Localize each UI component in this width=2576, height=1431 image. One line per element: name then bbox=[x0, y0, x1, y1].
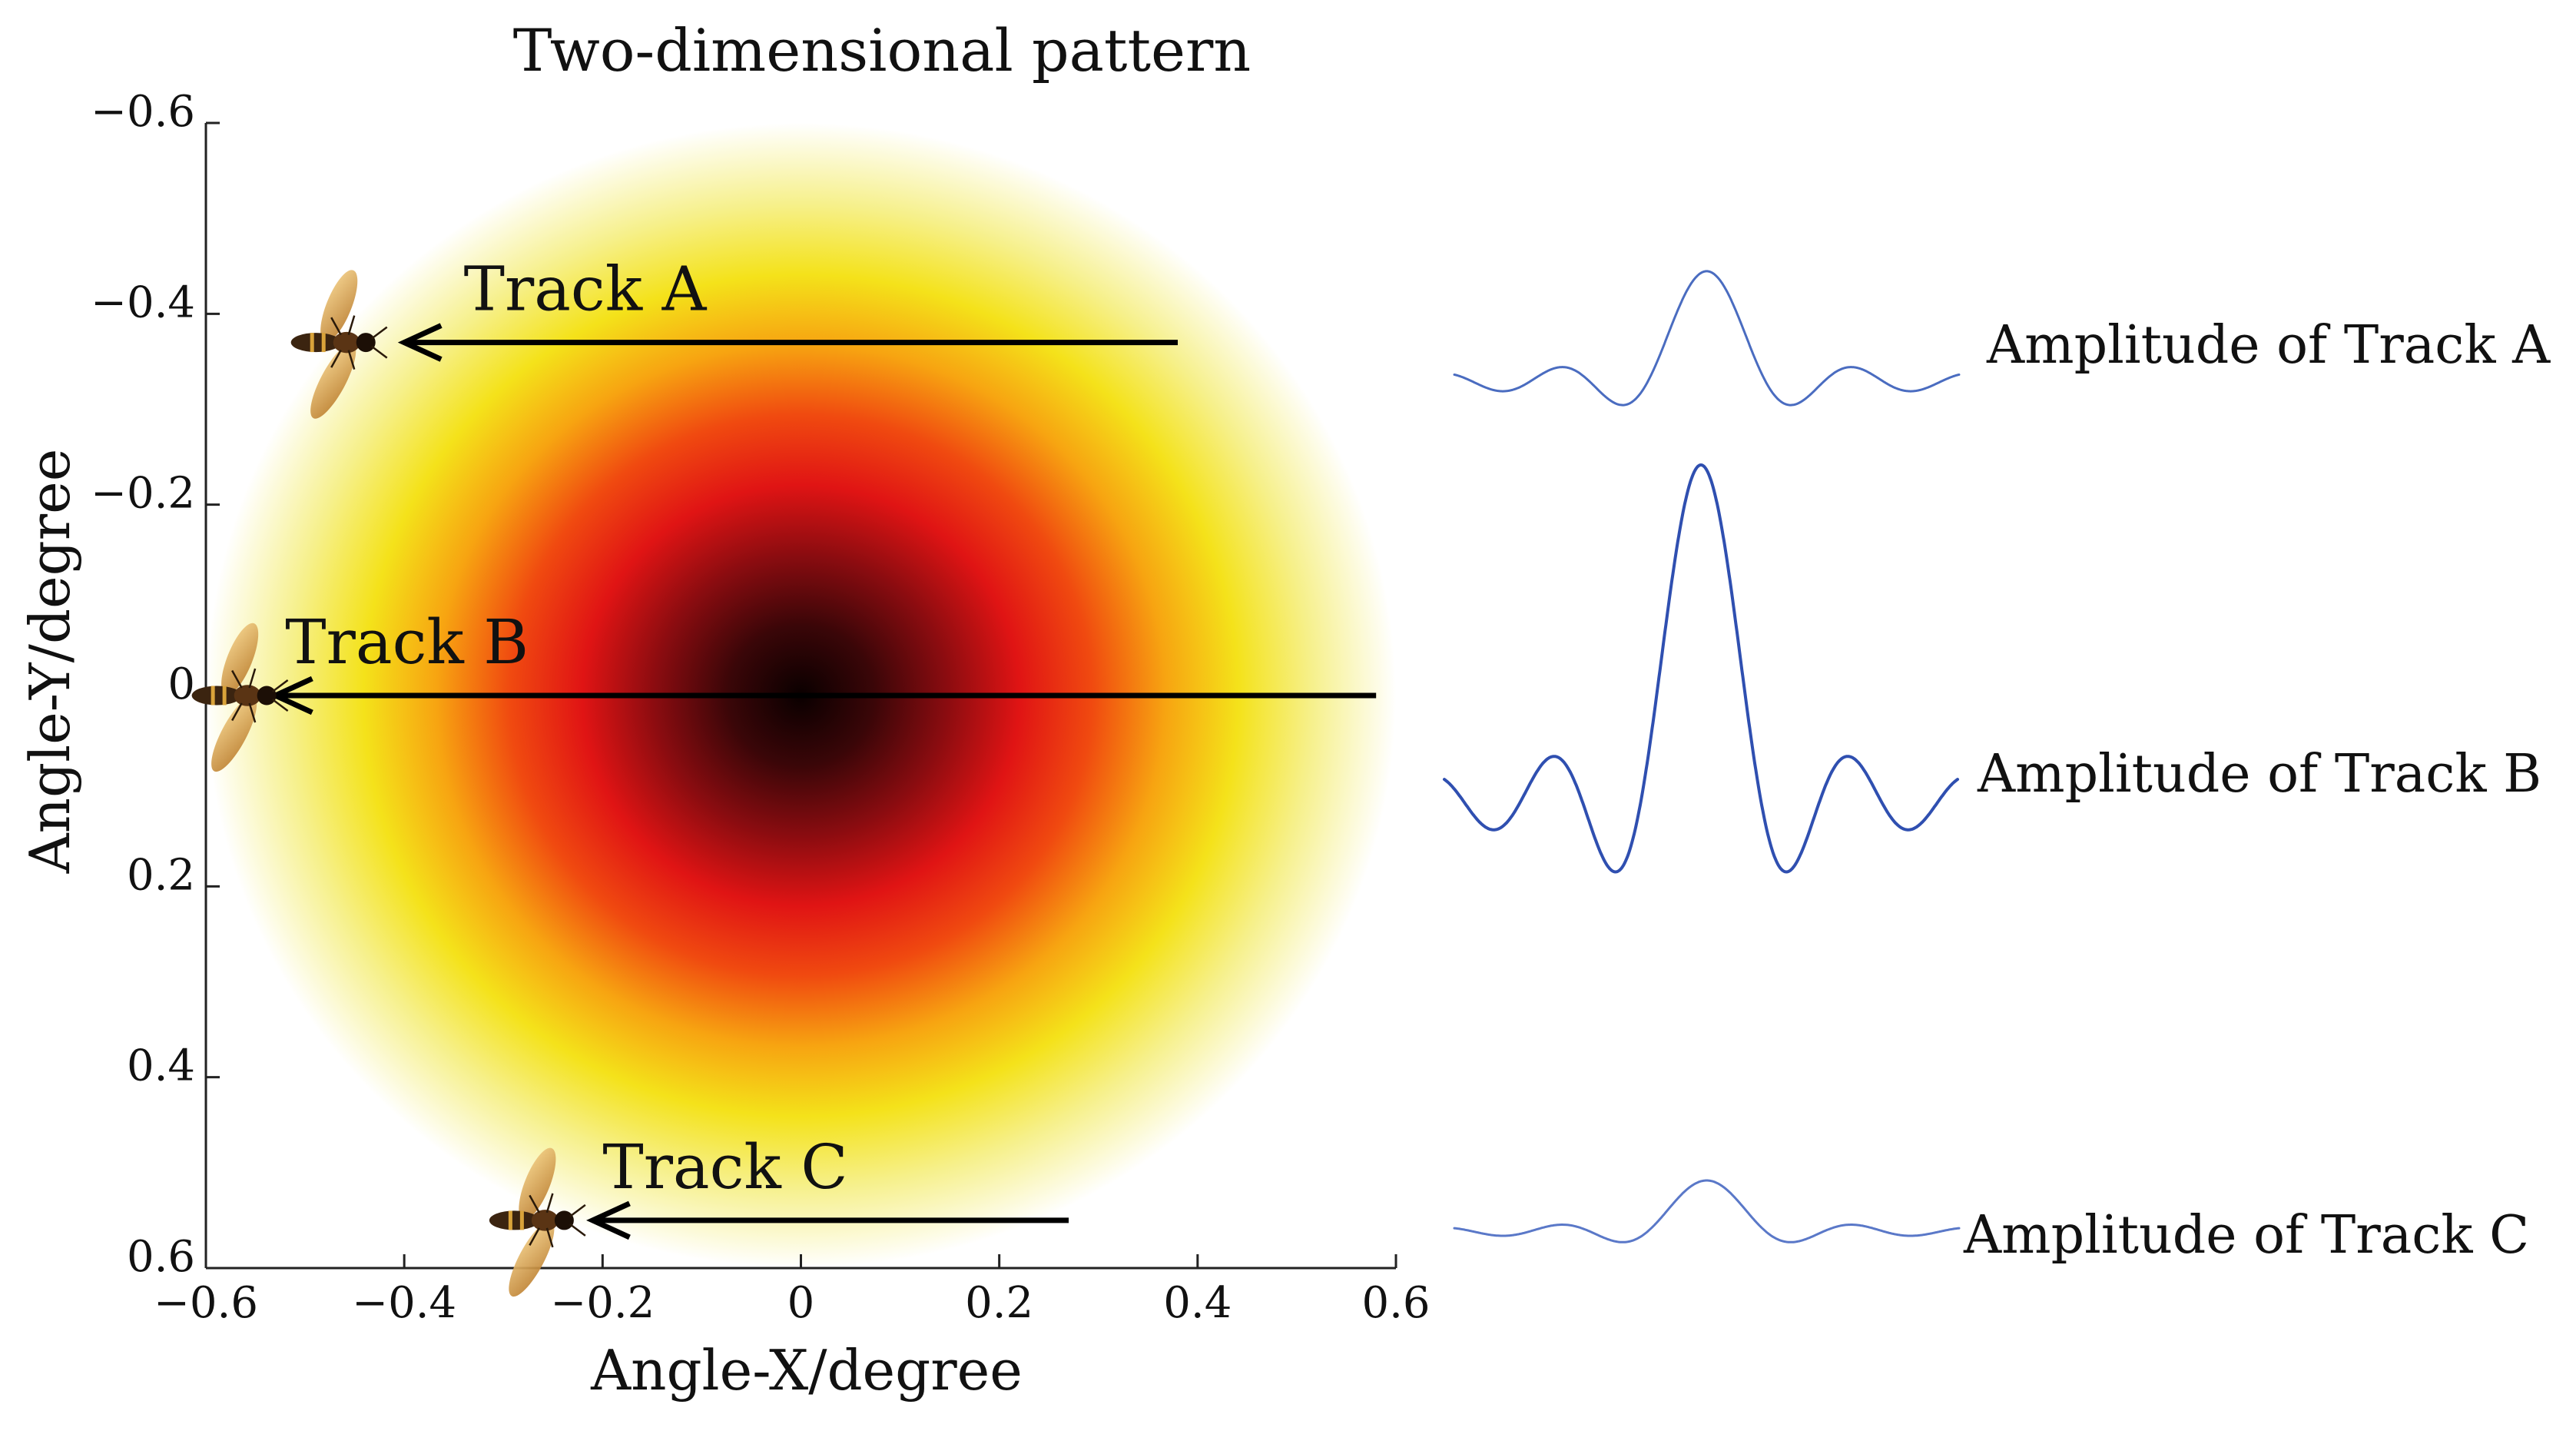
amplitude-label-track-a: Amplitude of Track A bbox=[1986, 315, 2551, 376]
y-tick-label: −0.4 bbox=[91, 277, 195, 327]
amplitude-curve-b bbox=[1443, 463, 1959, 874]
x-tick-label: 0 bbox=[787, 1278, 815, 1328]
amplitude-label-track-b: Amplitude of Track B bbox=[1977, 744, 2541, 805]
x-tick-label: 0.2 bbox=[965, 1278, 1033, 1328]
tracks: Track A Track B Track C bbox=[268, 254, 1377, 1240]
track-label: Track A bbox=[464, 254, 708, 325]
amplitude-label-track-c: Amplitude of Track C bbox=[1963, 1205, 2529, 1266]
track-1: Track B bbox=[268, 606, 1377, 716]
track-label: Track B bbox=[285, 606, 529, 678]
x-tick-label: 0.4 bbox=[1163, 1278, 1232, 1328]
y-tick-label: 0.4 bbox=[127, 1041, 195, 1091]
track-arrowhead bbox=[397, 323, 443, 362]
amplitude-curve-c bbox=[1453, 1179, 1961, 1243]
y-tick-label: 0.2 bbox=[127, 850, 195, 900]
x-tick-label: −0.2 bbox=[550, 1278, 655, 1328]
x-tick-label: −0.4 bbox=[352, 1278, 456, 1328]
chart-axes: −0.6 −0.4 −0.2 0 0.2 0.4 0.6−0.6−0.4−0.200.20.… bbox=[91, 87, 1431, 1328]
y-tick-label: −0.6 bbox=[91, 87, 195, 137]
track-arrowhead bbox=[586, 1200, 631, 1240]
x-tick-label: 0.6 bbox=[1361, 1278, 1430, 1328]
x-axis-label: Angle-X/degree bbox=[590, 1338, 1023, 1403]
y-tick-label: 0 bbox=[167, 659, 195, 709]
y-axis-label: Angle-Y/degree bbox=[18, 449, 82, 875]
amplitude-profiles bbox=[1443, 270, 1961, 1243]
amplitude-curve-a bbox=[1453, 270, 1961, 407]
track-label: Track C bbox=[602, 1131, 847, 1203]
chart-title: Two-dimensional pattern bbox=[513, 16, 1252, 85]
track-2: Track C bbox=[586, 1131, 1069, 1240]
x-tick-label: −0.6 bbox=[154, 1278, 258, 1328]
y-tick-label: 0.6 bbox=[127, 1232, 195, 1282]
track-0: Track A bbox=[397, 254, 1179, 362]
y-tick-label: −0.2 bbox=[91, 469, 195, 519]
